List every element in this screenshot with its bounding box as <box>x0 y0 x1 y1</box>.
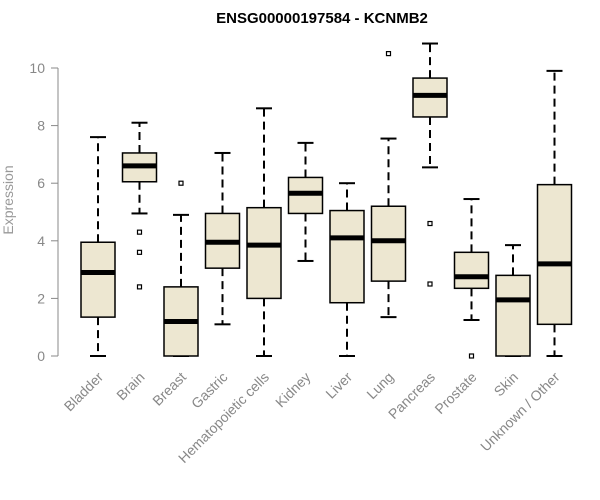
y-tick-label: 4 <box>37 233 45 249</box>
iqr-box <box>370 205 407 282</box>
y-tick-label: 0 <box>37 348 45 364</box>
boxes-group <box>80 42 573 359</box>
outlier-point <box>178 180 184 186</box>
box-brain <box>121 121 158 290</box>
box-pancreas <box>412 42 448 287</box>
x-tick-label: Kidney <box>272 369 314 411</box>
y-axis-label: Expression <box>0 165 16 234</box>
outlier-point <box>385 50 392 57</box>
x-tick-label: Bladder <box>61 369 107 415</box>
x-tick-label: Lung <box>363 369 396 402</box>
outlier-point <box>136 229 143 235</box>
x-tick-label: Skin <box>491 369 522 400</box>
x-tick-label: Breast <box>149 369 189 409</box>
box-lung <box>370 50 407 319</box>
y-axis: 0 2 4 6 8 10 <box>29 60 59 364</box>
box-prostate <box>453 198 490 359</box>
y-tick-label: 8 <box>37 118 45 134</box>
box-hematopoietic-cells <box>246 107 282 357</box>
x-tick-label: Prostate <box>431 369 479 417</box>
iqr-box <box>246 206 282 300</box>
x-tick-label: Liver <box>322 369 355 402</box>
outlier-point <box>136 284 143 290</box>
iqr-box <box>80 241 116 318</box>
box-unknown-other <box>536 69 573 357</box>
x-tick-label: Brain <box>113 369 147 403</box>
iqr-box <box>536 183 573 326</box>
y-tick-label: 2 <box>37 290 45 306</box>
box-skin <box>495 244 531 357</box>
iqr-box <box>329 209 365 304</box>
outlier-point <box>468 353 475 359</box>
box-breast <box>163 180 199 357</box>
y-tick-label: 6 <box>37 175 45 191</box>
y-tick-label: 10 <box>29 60 45 76</box>
iqr-box <box>453 251 490 290</box>
iqr-box <box>495 274 531 357</box>
x-tick-label: Unknown / Other <box>477 369 563 455</box>
outlier-point <box>136 249 143 255</box>
box-kidney <box>287 141 324 262</box>
outlier-point <box>427 220 433 227</box>
box-gastric <box>204 151 241 326</box>
box-bladder <box>80 136 116 357</box>
outlier-point <box>427 281 433 287</box>
box-liver <box>329 182 365 357</box>
chart-title: ENSG00000197584 - KCNMB2 <box>216 10 428 27</box>
